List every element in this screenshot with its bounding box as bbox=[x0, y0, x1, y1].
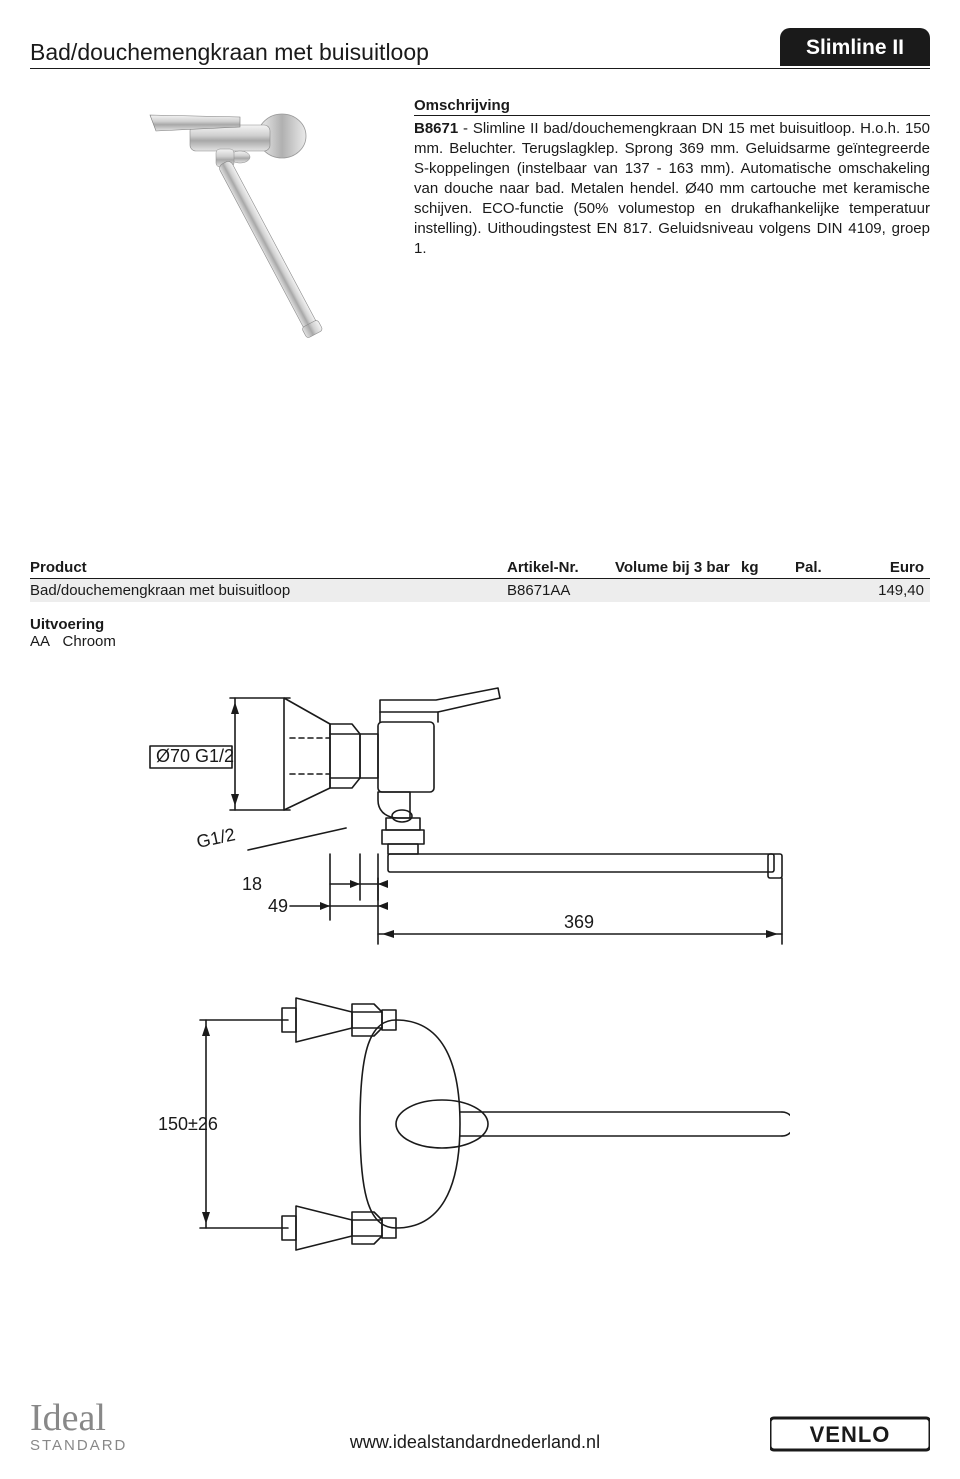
svg-text:STANDARD: STANDARD bbox=[30, 1437, 127, 1454]
dim-150: 150±26 bbox=[158, 1114, 218, 1134]
cell-volume bbox=[615, 579, 741, 603]
table-row: Bad/douchemengkraan met buisuitloop B867… bbox=[30, 579, 930, 603]
col-artikel: Artikel-Nr. bbox=[507, 557, 615, 579]
footer-url: www.idealstandardnederland.nl bbox=[180, 1432, 770, 1461]
table-header-row: Product Artikel-Nr. Volume bij 3 bar kg … bbox=[30, 557, 930, 579]
cell-artikel: B8671AA bbox=[507, 579, 615, 603]
col-product: Product bbox=[30, 557, 507, 579]
svg-text:VENLO: VENLO bbox=[810, 1422, 891, 1447]
description-body: - Slimline II bad/douchemengkraan DN 15 … bbox=[414, 120, 930, 257]
cell-euro: 149,40 bbox=[849, 579, 930, 603]
uitvoering-block: Uitvoering AA Chroom bbox=[30, 616, 930, 650]
description-text: B8671 - Slimline II bad/douchemengkraan … bbox=[414, 119, 930, 259]
col-euro: Euro bbox=[849, 557, 930, 579]
col-kg: kg bbox=[741, 557, 795, 579]
uitvoering-heading: Uitvoering bbox=[30, 616, 930, 633]
uitvoering-code: AA bbox=[30, 633, 50, 650]
uitvoering-label: Chroom bbox=[63, 633, 116, 650]
series-badge: Slimline II bbox=[780, 28, 930, 66]
header: Bad/douchemengkraan met buisuitloop Slim… bbox=[30, 28, 930, 69]
product-photo bbox=[30, 97, 410, 357]
dim-49: 49 bbox=[268, 896, 288, 916]
col-pal: Pal. bbox=[795, 557, 849, 579]
cell-kg bbox=[741, 579, 795, 603]
uitvoering-line: AA Chroom bbox=[30, 633, 930, 650]
dim-thread: G1/2 bbox=[195, 824, 237, 852]
description-code: B8671 bbox=[414, 120, 458, 137]
cell-product: Bad/douchemengkraan met buisuitloop bbox=[30, 579, 507, 603]
dim-diameter: Ø70 G1/2 bbox=[156, 746, 234, 766]
logo-venlo: VENLO bbox=[770, 1412, 930, 1461]
cell-pal bbox=[795, 579, 849, 603]
svg-text:Ideal: Ideal bbox=[30, 1397, 106, 1439]
description-heading: Omschrijving bbox=[414, 97, 930, 116]
technical-drawing: Ø70 G1/2 bbox=[30, 668, 790, 1288]
dim-369: 369 bbox=[564, 912, 594, 932]
product-table: Product Artikel-Nr. Volume bij 3 bar kg … bbox=[30, 557, 930, 602]
description-block: Omschrijving B8671 - Slimline II bad/dou… bbox=[410, 97, 930, 357]
page-title: Bad/douchemengkraan met buisuitloop bbox=[30, 39, 429, 66]
footer: Ideal STANDARD www.idealstandardnederlan… bbox=[0, 1391, 960, 1479]
logo-ideal-standard: Ideal STANDARD bbox=[30, 1396, 180, 1461]
dim-18: 18 bbox=[242, 874, 262, 894]
col-volume: Volume bij 3 bar bbox=[615, 557, 741, 579]
